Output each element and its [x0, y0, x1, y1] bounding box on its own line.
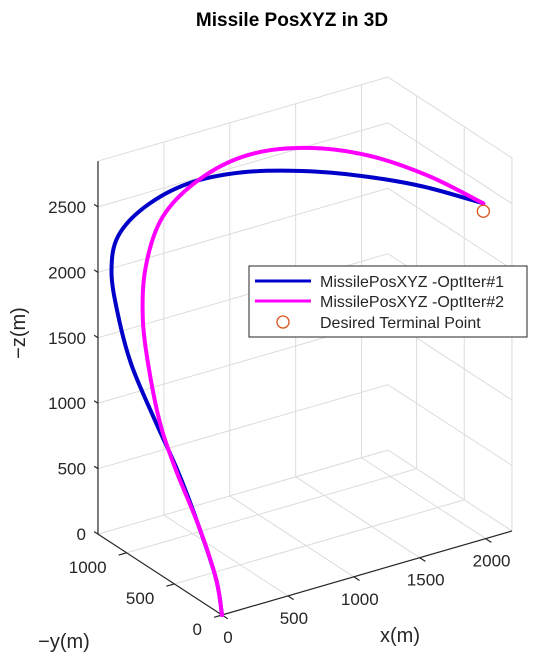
z-tick-label: 1500: [48, 329, 86, 348]
grid-floor-x-1: [163, 514, 289, 597]
z-tick-label: 2000: [48, 263, 86, 282]
x-tick-label: 500: [280, 609, 308, 628]
legend-label-series-1: MissilePosXYZ -OptIter#1: [320, 274, 504, 291]
z-tick-mark: [93, 465, 99, 470]
grid-top-side-edge: [387, 76, 513, 159]
grid-back-z-5: [97, 122, 389, 208]
grid-floor-y-1: [174, 499, 465, 585]
x-tick-mark: [353, 576, 360, 582]
y-axis-label: −y(m): [38, 631, 90, 653]
x-tick-mark: [485, 538, 492, 543]
y-tick-label: 0: [193, 620, 202, 639]
y-tick-label: 500: [126, 589, 154, 608]
z-tick-mark: [93, 334, 99, 339]
series: [109, 145, 486, 617]
x-tick-mark: [419, 557, 426, 562]
z-axis-label: −z(m): [8, 307, 30, 359]
z-tick-mark: [93, 269, 99, 273]
grid-back-z-1: [97, 384, 389, 470]
terminal-point-marker: [476, 204, 490, 218]
markers: [476, 204, 490, 218]
y-tick-mark: [166, 583, 175, 587]
grid-floor-x-2: [229, 495, 355, 578]
grid-floor-x-3: [295, 476, 420, 559]
tick-labels: 0 500 1000 1500 2000 0 500 1000 0 500 1000 1500 2000…: [48, 198, 510, 647]
z-tick-mark: [93, 400, 99, 404]
z-tick-label: 0: [77, 525, 86, 544]
legend[interactable]: MissilePosXYZ -OptIter#1 MissilePosXYZ -…: [248, 265, 528, 338]
legend-label-series-2: MissilePosXYZ -OptIter#2: [320, 294, 504, 311]
grid-side-z-5: [387, 122, 513, 205]
legend-label-terminal-point: Desired Terminal Point: [320, 315, 481, 332]
x-axis-label: x(m): [380, 625, 420, 647]
grid-back-z-4: [97, 187, 389, 273]
grid-floor-y-2: [126, 468, 417, 554]
y-axis-line: [97, 533, 223, 616]
grid-back-z-0: [97, 449, 389, 535]
x-tick-label: 1000: [341, 590, 379, 609]
series-line-2: [140, 145, 486, 617]
z-tick-mark: [93, 531, 99, 535]
grid-side-z-1: [387, 384, 513, 466]
z-tick-label: 500: [58, 460, 86, 479]
grid: [97, 76, 513, 616]
z-tick-label: 1000: [48, 394, 86, 413]
x-tick-label: 0: [223, 628, 232, 647]
x-tick-label: 2000: [473, 552, 511, 571]
axes: [93, 161, 513, 620]
y-tick-label: 1000: [69, 558, 107, 577]
grid-floor-x-4: [361, 457, 486, 540]
grid-top-back-edge: [97, 76, 389, 162]
grid-side-z-0: [387, 449, 513, 532]
z-tick-mark: [93, 203, 99, 208]
legend-marker-terminal-point: [276, 315, 290, 329]
chart-title: Missile PosXYZ in 3D: [196, 10, 388, 31]
x-tick-label: 1500: [407, 571, 445, 590]
x-axis-line: [221, 530, 513, 616]
z-tick-label: 2500: [48, 198, 86, 217]
grid-side-z-4: [387, 187, 513, 270]
x-tick-mark: [287, 595, 294, 601]
y-tick-mark: [118, 552, 127, 556]
